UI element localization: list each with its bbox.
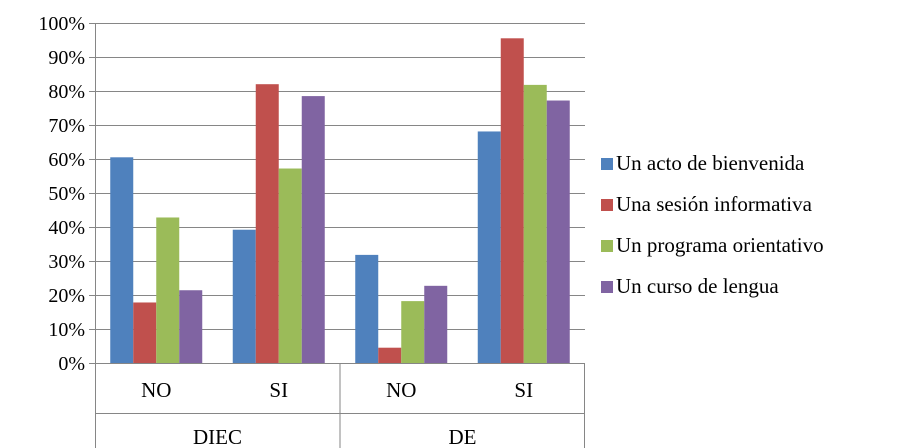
bar-4-3 bbox=[424, 285, 448, 363]
y-tick-label: 90% bbox=[48, 47, 85, 69]
legend-swatch bbox=[601, 199, 613, 211]
bar-3-4 bbox=[523, 84, 547, 363]
bar-1-2 bbox=[232, 229, 256, 363]
x-category-labels: NO SI NO SI DIEC DE bbox=[141, 378, 533, 448]
group-label: DE bbox=[449, 425, 477, 448]
axes bbox=[89, 23, 585, 448]
legend-swatch bbox=[601, 281, 613, 293]
category-label: NO bbox=[141, 378, 171, 402]
y-tick-label: 10% bbox=[48, 319, 85, 341]
bar-2-2 bbox=[255, 84, 279, 363]
y-tick-label: 0% bbox=[58, 353, 85, 375]
bar-3-2 bbox=[278, 168, 302, 363]
bar-2-3 bbox=[378, 347, 402, 363]
y-tick-label: 100% bbox=[38, 13, 85, 35]
legend-label: Un acto de bienvenida bbox=[616, 151, 805, 175]
category-label: SI bbox=[269, 378, 288, 402]
bar-1-4 bbox=[477, 131, 501, 363]
legend-swatch bbox=[601, 158, 613, 170]
bar-3-1 bbox=[156, 217, 180, 363]
bar-4-1 bbox=[179, 290, 203, 363]
bar-4-4 bbox=[546, 100, 570, 364]
bar-2-1 bbox=[133, 302, 157, 363]
y-tick-label: 40% bbox=[48, 217, 85, 239]
legend: Un acto de bienvenida Una sesión informat… bbox=[601, 151, 824, 298]
bar-1-1 bbox=[110, 157, 134, 363]
legend-label: Un programa orientativo bbox=[616, 233, 824, 257]
y-tick-label: 50% bbox=[48, 183, 85, 205]
bars bbox=[110, 38, 570, 364]
y-tick-label: 70% bbox=[48, 115, 85, 137]
category-label: NO bbox=[386, 378, 416, 402]
legend-label: Un curso de lengua bbox=[616, 274, 779, 298]
y-tick-label: 20% bbox=[48, 285, 85, 307]
category-label: SI bbox=[514, 378, 533, 402]
y-tick-labels: 0% 10% 20% 30% 40% 50% 60% 70% 80% 90% 100% bbox=[38, 13, 85, 375]
bar-1-3 bbox=[355, 254, 379, 363]
legend-label: Una sesión informativa bbox=[616, 192, 813, 216]
y-tick-label: 60% bbox=[48, 149, 85, 171]
bar-3-3 bbox=[401, 301, 425, 363]
bar-4-2 bbox=[301, 96, 325, 363]
y-tick-label: 80% bbox=[48, 81, 85, 103]
y-tick-label: 30% bbox=[48, 251, 85, 273]
legend-swatch bbox=[601, 240, 613, 252]
bar-2-4 bbox=[500, 38, 524, 364]
group-label: DIEC bbox=[193, 425, 242, 448]
